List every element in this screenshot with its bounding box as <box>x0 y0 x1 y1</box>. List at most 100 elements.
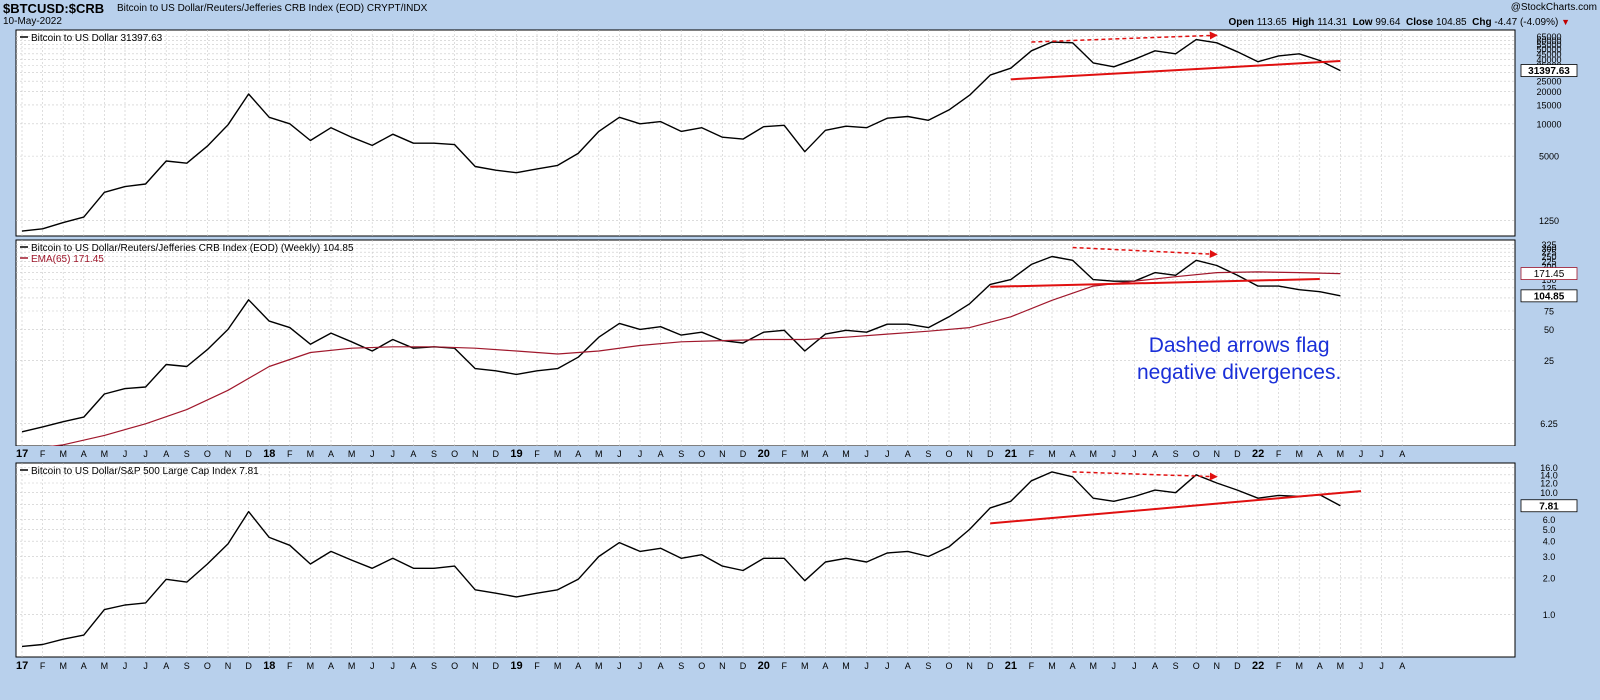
x-tick-label: A <box>81 661 87 671</box>
price-line <box>21 38 1341 232</box>
x-tick-label: S <box>184 661 190 671</box>
x-tick-label: A <box>410 449 416 459</box>
y-tick-label: 6.0 <box>1543 515 1556 525</box>
chart-panel-2: 6.25255075100125150175200225250275300325… <box>15 239 1578 451</box>
x-axis-background <box>0 446 1600 461</box>
x-tick-label: M <box>1295 449 1303 459</box>
x-tick-label: J <box>638 661 643 671</box>
x-tick-label: A <box>905 661 911 671</box>
y-tick-label: 25000 <box>1536 77 1561 87</box>
x-tick-label: J <box>391 449 396 459</box>
x-tick-label: N <box>719 661 726 671</box>
down-triangle-icon: ▼ <box>1561 17 1570 27</box>
x-tick-label: A <box>905 449 911 459</box>
panel-title: Bitcoin to US Dollar 31397.63 <box>31 33 163 44</box>
x-tick-label: 21 <box>1005 660 1017 672</box>
x-tick-label: F <box>1029 449 1035 459</box>
x-tick-label: J <box>123 661 128 671</box>
chart-header: $BTCUSD:$CRB Bitcoin to US Dollar/Reuter… <box>0 0 1600 30</box>
x-tick-label: M <box>307 449 315 459</box>
x-tick-label: 20 <box>758 448 770 460</box>
x-tick-label: M <box>1337 449 1345 459</box>
y-tick-label: 65000 <box>1536 32 1561 42</box>
x-tick-label: J <box>1112 661 1117 671</box>
x-tick-label: 17 <box>16 448 28 460</box>
x-tick-label: S <box>1173 449 1179 459</box>
x-tick-label: M <box>101 449 109 459</box>
annotation-line-1: Dashed arrows flag <box>1148 334 1330 357</box>
symbol-title: $BTCUSD:$CRB <box>3 1 105 16</box>
x-tick-label: N <box>225 449 232 459</box>
y-tick-label: 1250 <box>1539 216 1559 226</box>
last-value-label: 31397.63 <box>1528 66 1570 77</box>
y-tick-label: 5000 <box>1539 152 1559 162</box>
x-tick-label: J <box>143 449 148 459</box>
x-tick-label: A <box>328 661 334 671</box>
x-tick-label: J <box>864 449 869 459</box>
y-tick-label: 40000 <box>1536 55 1561 65</box>
x-tick-label: D <box>245 449 252 459</box>
y-tick-label: 2.0 <box>1543 573 1556 583</box>
x-tick-label: A <box>1399 661 1405 671</box>
x-tick-label: J <box>370 661 375 671</box>
x-tick-label: 18 <box>263 660 275 672</box>
open-value: 113.65 <box>1256 17 1287 28</box>
x-tick-label: O <box>451 449 458 459</box>
x-tick-label: J <box>143 661 148 671</box>
open-label: Open <box>1228 17 1254 28</box>
x-tick-label: A <box>1070 449 1076 459</box>
x-tick-label: F <box>287 661 293 671</box>
y-tick-label: 125 <box>1541 283 1556 293</box>
divergence-arrow <box>1072 471 1218 481</box>
x-tick-label: O <box>698 449 705 459</box>
ema-value-box <box>1520 267 1578 280</box>
x-tick-label: N <box>225 661 232 671</box>
x-tick-label: A <box>658 661 664 671</box>
x-tick-label: M <box>348 661 356 671</box>
x-tick-label: A <box>822 449 828 459</box>
x-tick-label: S <box>678 449 684 459</box>
x-tick-label: O <box>1193 449 1200 459</box>
last-value-label: 104.85 <box>1534 291 1565 302</box>
x-tick-label: M <box>1295 661 1303 671</box>
x-tick-label: M <box>101 661 109 671</box>
price-line <box>21 255 1341 433</box>
x-tick-label: F <box>1029 661 1035 671</box>
y-tick-label: 150 <box>1541 275 1556 285</box>
x-tick-label: N <box>966 449 973 459</box>
y-tick-label: 6.25 <box>1540 419 1558 429</box>
y-tick-label: 75 <box>1544 307 1554 317</box>
x-tick-label: D <box>740 661 747 671</box>
x-tick-label: D <box>740 449 747 459</box>
x-tick-label: 19 <box>510 448 522 460</box>
x-tick-label: M <box>1089 661 1097 671</box>
x-tick-label: A <box>575 449 581 459</box>
panel-title: Bitcoin to US Dollar/S&P 500 Large Cap I… <box>31 466 259 477</box>
x-tick-label: F <box>534 449 540 459</box>
panel-frame <box>15 239 1516 447</box>
y-tick-label: 10000 <box>1536 119 1561 129</box>
x-tick-label: F <box>40 661 46 671</box>
x-tick-label: A <box>1317 661 1323 671</box>
x-tick-label: A <box>1070 661 1076 671</box>
chg-label: Chg <box>1472 17 1492 28</box>
x-tick-label: A <box>658 449 664 459</box>
high-label: High <box>1292 17 1315 28</box>
x-tick-label: A <box>81 449 87 459</box>
x-tick-label: J <box>1359 449 1364 459</box>
x-tick-label: S <box>431 449 437 459</box>
x-tick-label: M <box>307 661 315 671</box>
y-tick-label: 16.0 <box>1540 463 1558 473</box>
x-tick-label: D <box>1234 661 1241 671</box>
x-tick-label: J <box>1359 661 1364 671</box>
x-tick-label: J <box>638 449 643 459</box>
x-tick-label: M <box>1048 449 1056 459</box>
x-tick-label: J <box>885 661 890 671</box>
x-tick-label: A <box>1317 449 1323 459</box>
x-tick-label: S <box>1173 661 1179 671</box>
y-tick-label: 5.0 <box>1543 525 1556 535</box>
x-tick-label: J <box>885 449 890 459</box>
annotation-line-2: negative divergences. <box>1137 361 1342 384</box>
x-tick-label: N <box>1214 449 1221 459</box>
